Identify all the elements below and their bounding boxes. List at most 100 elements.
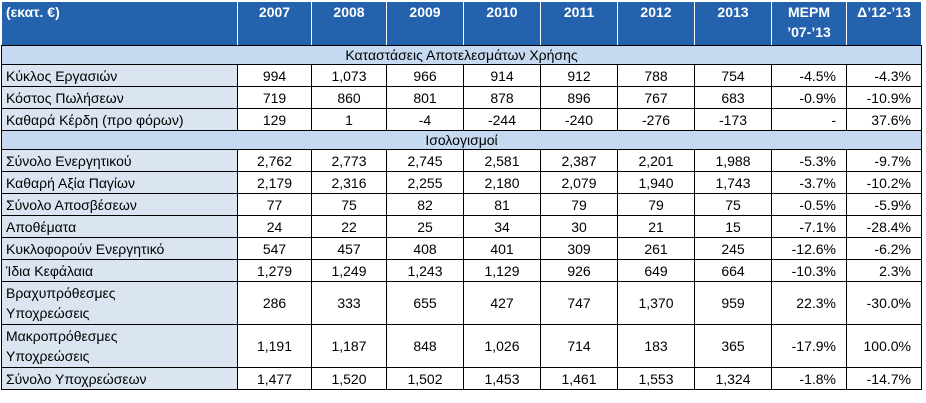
- data-row: Κόστος Πωλήσεων 719 860 801 878 896 767 683 -0.9…: [1, 86, 922, 109]
- cell: 878: [463, 86, 541, 109]
- cell: 2,316: [311, 171, 387, 194]
- cell: 2.3%: [846, 259, 922, 282]
- cell: 25: [386, 215, 464, 238]
- cell: -0.5%: [771, 193, 847, 216]
- cell: 2,387: [540, 149, 618, 172]
- section-title: Καταστάσεις Αποτελεσμάτων Χρήσης: [1, 45, 922, 65]
- cell: -4.5%: [771, 64, 847, 87]
- cell: 719: [237, 86, 312, 109]
- header-cell: 2008: [311, 1, 387, 46]
- cell: 286: [237, 281, 312, 325]
- row-label: Κυκλοφορούν Ενεργητικό: [1, 237, 238, 260]
- data-row: Καθαρά Κέρδη (προ φόρων) 129 1 -4 -244 -240 -2…: [1, 108, 922, 131]
- header-cell: Δ’12-’13: [846, 1, 922, 46]
- cell: 79: [540, 193, 618, 216]
- cell: 401: [463, 237, 541, 260]
- cell: 926: [540, 259, 618, 282]
- cell: 22: [311, 215, 387, 238]
- cell: -9.7%: [846, 149, 922, 172]
- data-row: Σύνολο Ενεργητικού 2,762 2,773 2,745 2,581 2,…: [1, 149, 922, 172]
- cell: 75: [311, 193, 387, 216]
- cell: 2,745: [386, 149, 464, 172]
- data-row: Σύνολο Υποχρεώσεων 1,477 1,520 1,502 1,453 1,…: [1, 367, 922, 390]
- header-cell: (εκατ. €): [1, 1, 238, 46]
- cell: 801: [386, 86, 464, 109]
- cell: -4.3%: [846, 64, 922, 87]
- cell: 1,453: [463, 367, 541, 390]
- data-row: Αποθέματα 24 22 25 34 30 21 15 -7.1% -28.4%: [1, 215, 922, 238]
- cell: 37.6%: [846, 108, 922, 131]
- cell: 261: [617, 237, 695, 260]
- cell: 1,477: [237, 367, 312, 390]
- cell: -7.1%: [771, 215, 847, 238]
- cell: 664: [694, 259, 772, 282]
- cell: 1,502: [386, 367, 464, 390]
- cell: 896: [540, 86, 618, 109]
- cell: 81: [463, 193, 541, 216]
- cell: 457: [311, 237, 387, 260]
- cell: 767: [617, 86, 695, 109]
- cell: 683: [694, 86, 772, 109]
- cell: 1,940: [617, 171, 695, 194]
- cell: 183: [617, 324, 695, 368]
- cell: 747: [540, 281, 618, 325]
- cell: -14.7%: [846, 367, 922, 390]
- cell: 1,743: [694, 171, 772, 194]
- cell: 754: [694, 64, 772, 87]
- cell: -1.8%: [771, 367, 847, 390]
- cell: 129: [237, 108, 312, 131]
- cell: -276: [617, 108, 695, 131]
- header-cell: 2012: [617, 1, 695, 46]
- cell: 959: [694, 281, 772, 325]
- cell: 966: [386, 64, 464, 87]
- cell: 714: [540, 324, 618, 368]
- cell: 848: [386, 324, 464, 368]
- row-label: Βραχυπρόθεσμες Υποχρεώσεις: [1, 281, 238, 325]
- cell: -: [771, 108, 847, 131]
- cell: 1,129: [463, 259, 541, 282]
- cell: -240: [540, 108, 618, 131]
- cell: -4: [386, 108, 464, 131]
- header-cell: 2011: [540, 1, 618, 46]
- cell: 1,026: [463, 324, 541, 368]
- cell: -244: [463, 108, 541, 131]
- cell: 1,249: [311, 259, 387, 282]
- cell: 22.3%: [771, 281, 847, 325]
- cell: 655: [386, 281, 464, 325]
- data-row: Κυκλοφορούν Ενεργητικό 547 457 408 401 309 261…: [1, 237, 922, 260]
- cell: 309: [540, 237, 618, 260]
- cell: 427: [463, 281, 541, 325]
- cell: 1,279: [237, 259, 312, 282]
- cell: 1,324: [694, 367, 772, 390]
- cell: 860: [311, 86, 387, 109]
- row-label: Καθαρή Αξία Παγίων: [1, 171, 238, 194]
- cell: 15: [694, 215, 772, 238]
- cell: 34: [463, 215, 541, 238]
- cell: 2,180: [463, 171, 541, 194]
- header-cell: 2007: [237, 1, 312, 46]
- cell: -10.3%: [771, 259, 847, 282]
- cell: -173: [694, 108, 772, 131]
- cell: 1,191: [237, 324, 312, 368]
- header-cell: ΜΕΡΜ ’07-’13: [771, 1, 847, 46]
- header-cell: 2009: [386, 1, 464, 46]
- cell: 1: [311, 108, 387, 131]
- cell: 75: [694, 193, 772, 216]
- cell: 2,201: [617, 149, 695, 172]
- financial-table: (εκατ. €) 2007 2008 2009 2010 2011 2012 2013 ΜΕΡ…: [1, 1, 922, 390]
- cell: 79: [617, 193, 695, 216]
- row-label: Κύκλος Εργασιών: [1, 64, 238, 87]
- cell: 912: [540, 64, 618, 87]
- cell: -5.9%: [846, 193, 922, 216]
- cell: 1,461: [540, 367, 618, 390]
- cell: -10.9%: [846, 86, 922, 109]
- row-label: Σύνολο Ενεργητικού: [1, 149, 238, 172]
- cell: 1,988: [694, 149, 772, 172]
- cell: 100.0%: [846, 324, 922, 368]
- cell: 1,187: [311, 324, 387, 368]
- cell: 2,581: [463, 149, 541, 172]
- cell: -12.6%: [771, 237, 847, 260]
- cell: 1,553: [617, 367, 695, 390]
- section-row: Καταστάσεις Αποτελεσμάτων Χρήσης: [1, 45, 922, 65]
